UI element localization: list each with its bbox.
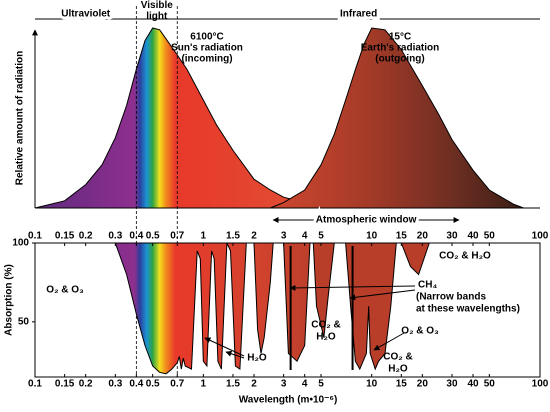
x-tick-label: 1 <box>201 231 207 242</box>
region-label-line: Visible <box>141 0 173 11</box>
x-tick-label: 4 <box>302 379 308 390</box>
x-tick-label: 1.5 <box>226 231 240 242</box>
x-tick-label: 4 <box>302 231 308 242</box>
annotation-arrow <box>373 332 405 351</box>
x-tick-label: 30 <box>446 379 458 390</box>
region-label: Visible light <box>141 0 173 22</box>
x-tick-label: 40 <box>467 231 479 242</box>
annotation: O₂ & O₃ <box>401 326 439 337</box>
x-tick-label: 0.4 <box>129 379 143 390</box>
annotation: (Narrow bands <box>416 292 486 303</box>
x-tick-label: 5 <box>318 379 324 390</box>
x-tick-label: 50 <box>484 379 496 390</box>
x-tick-label: 0.1 <box>28 379 42 390</box>
series-label: 6100°C <box>190 32 223 43</box>
annotation: at these wavelengths) <box>416 304 520 315</box>
region-label-line: light <box>146 11 168 22</box>
x-tick-label: 0.4 <box>129 231 143 242</box>
x-tick-label: 30 <box>446 231 458 242</box>
x-tick-label: 1.5 <box>226 379 240 390</box>
x-tick-label: 0.1 <box>28 231 42 242</box>
x-tick-label: 10 <box>366 379 378 390</box>
annotation: H₂O <box>247 353 267 364</box>
x-tick-label: 0.3 <box>108 379 122 390</box>
area-outline <box>35 242 540 375</box>
x-tick-label: 0.15 <box>55 379 75 390</box>
x-tick-label: 20 <box>417 379 429 390</box>
annotation: O₂ & O₃ <box>46 285 84 296</box>
x-tick-label: 3 <box>281 231 287 242</box>
annotation-arrow <box>349 289 416 301</box>
series-label: (outgoing) <box>375 54 424 65</box>
x-tick-label: 1 <box>201 379 207 390</box>
annotation-arrow <box>204 337 245 357</box>
x-tick-label: 0.7 <box>170 231 184 242</box>
y-tick-label: 50 <box>18 316 30 327</box>
x-tick-label: 0.5 <box>146 379 160 390</box>
annotation-arrow <box>289 284 416 291</box>
annotation: CO₂ & H₂O <box>439 251 491 262</box>
x-tick-label: 15 <box>396 231 408 242</box>
x-axis-title: Wavelength (m•10⁻⁶) <box>239 395 338 406</box>
window-label: Atmospheric window <box>316 215 417 226</box>
x-tick-label: 0.2 <box>79 231 93 242</box>
x-tick-label: 100 <box>532 231 549 242</box>
x-tick-label: 2 <box>251 231 257 242</box>
x-tick-label: 2 <box>251 379 257 390</box>
x-tick-label: 0.7 <box>170 379 184 390</box>
x-tick-label: 5 <box>318 231 324 242</box>
region-label: Infrared <box>340 9 377 20</box>
series-label: 15°C <box>389 32 411 43</box>
x-tick-label: 10 <box>366 231 378 242</box>
area <box>35 28 335 208</box>
annotation: CO₂ & <box>311 320 340 331</box>
x-tick-label: 100 <box>532 379 549 390</box>
plot-frame <box>34 242 541 378</box>
x-tick-label: 0.3 <box>108 231 122 242</box>
series-label: (incoming) <box>181 54 232 65</box>
x-tick-label: 15 <box>396 379 408 390</box>
x-tick-label: 20 <box>417 231 429 242</box>
x-tick-label: 3 <box>281 379 287 390</box>
y-tick-label: 100 <box>12 238 29 249</box>
area-outline <box>34 27 335 209</box>
area <box>35 243 540 374</box>
annotation-arrow <box>225 350 245 359</box>
x-tick-label: 50 <box>484 231 496 242</box>
x-tick-label: 0.15 <box>55 231 75 242</box>
area-outline <box>270 27 524 209</box>
y-axis-title: Relative amount of radiation <box>15 51 26 185</box>
y-axis-title: Absorption (%) <box>4 264 15 336</box>
annotation: H₂O <box>316 332 336 343</box>
annotation: CO₂ & <box>383 352 412 363</box>
region-label: Ultraviolet <box>61 9 111 20</box>
annotation: CH₄ <box>418 280 437 291</box>
x-tick-label: 40 <box>467 379 479 390</box>
series-label: Sun's radiation <box>171 43 243 54</box>
x-tick-label: 0.5 <box>146 231 160 242</box>
x-tick-label: 0.2 <box>79 379 93 390</box>
series-label: Earth's radiation <box>361 43 440 54</box>
annotation: H₂O <box>388 364 408 375</box>
area <box>270 28 524 208</box>
